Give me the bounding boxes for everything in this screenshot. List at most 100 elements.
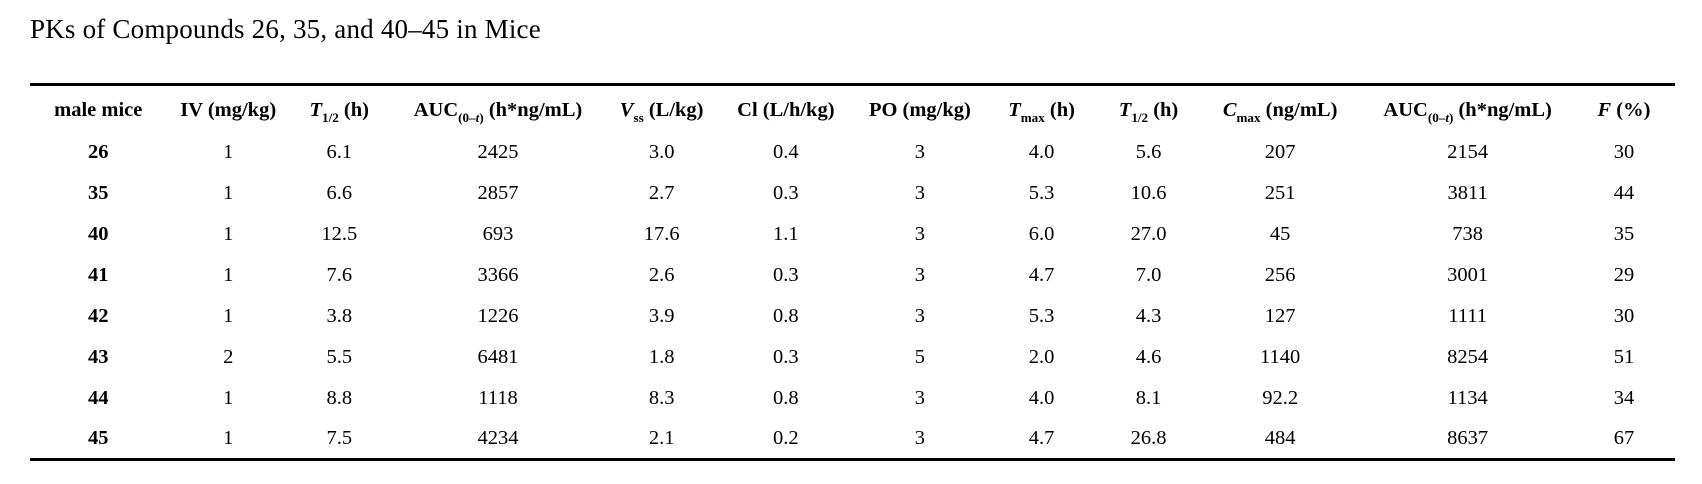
cell-t-half-iv: 7.6 bbox=[326, 263, 353, 286]
cell-vss: 2.7 bbox=[648, 181, 675, 204]
column-header-auc-po: AUC(0–t) (h*ng/mL) bbox=[1383, 98, 1552, 126]
compound-id: 40 bbox=[88, 222, 109, 245]
cell-auc-po: 3001 bbox=[1447, 263, 1489, 286]
cell-po-dose: 5 bbox=[914, 345, 926, 368]
cell-auc-iv: 2425 bbox=[477, 140, 519, 163]
cell-auc-iv: 1226 bbox=[477, 304, 519, 327]
cell-tmax: 5.3 bbox=[1028, 181, 1055, 204]
compound-id: 41 bbox=[88, 263, 109, 286]
cell-cmax: 1140 bbox=[1260, 345, 1301, 368]
cell-f-percent: 44 bbox=[1613, 181, 1635, 204]
compound-id: 26 bbox=[88, 140, 109, 163]
compound-id: 35 bbox=[88, 181, 109, 204]
pk-table: male mice IV (mg/kg) T1/2 (h) AUC(0–t) (h*n… bbox=[30, 83, 1675, 461]
cell-vss: 2.1 bbox=[648, 426, 675, 449]
cell-po-dose: 3 bbox=[914, 304, 926, 327]
cell-po-dose: 3 bbox=[914, 263, 926, 286]
cell-t-half-iv: 6.6 bbox=[326, 181, 353, 204]
table-row-compound-44: 44 1 8.8 1118 8.3 0.8 3 4.0 8.1 92.2 1134 34 bbox=[30, 378, 1675, 419]
table-row-compound-26: 26 1 6.1 2425 3.0 0.4 3 4.0 5.6 207 2154 30 bbox=[30, 132, 1675, 173]
column-header-auc-iv: AUC(0–t) (h*ng/mL) bbox=[413, 98, 583, 126]
table-row-compound-42: 42 1 3.8 1226 3.9 0.8 3 5.3 4.3 127 1111 30 bbox=[30, 296, 1675, 337]
cell-vss: 1.8 bbox=[648, 345, 675, 368]
cell-po-dose: 3 bbox=[914, 222, 926, 245]
cell-cl: 0.8 bbox=[773, 386, 799, 409]
cell-tmax: 4.0 bbox=[1028, 386, 1055, 409]
table-row-compound-43: 43 2 5.5 6481 1.8 0.3 5 2.0 4.6 1140 8254 51 bbox=[30, 337, 1675, 378]
compound-id: 45 bbox=[88, 426, 109, 449]
cell-cl: 0.4 bbox=[773, 140, 799, 163]
cell-cmax: 127 bbox=[1264, 304, 1296, 327]
cell-t-half-po: 4.3 bbox=[1135, 304, 1162, 327]
compound-id: 42 bbox=[88, 304, 109, 327]
column-header-f-percent: F (%) bbox=[1597, 98, 1651, 121]
column-header-t-half-po: T1/2 (h) bbox=[1118, 98, 1179, 126]
table-row-compound-41: 41 1 7.6 3366 2.6 0.3 3 4.7 7.0 256 3001 29 bbox=[30, 255, 1675, 296]
cell-auc-iv: 3366 bbox=[477, 263, 519, 286]
cell-vss: 3.9 bbox=[648, 304, 675, 327]
cell-f-percent: 30 bbox=[1613, 304, 1635, 327]
cell-iv-dose: 2 bbox=[223, 345, 234, 368]
cell-cmax: 92.2 bbox=[1262, 386, 1299, 409]
table-body: 26 1 6.1 2425 3.0 0.4 3 4.0 5.6 207 2154 30 35 1 6.6 28… bbox=[30, 132, 1675, 460]
cell-iv-dose: 1 bbox=[223, 386, 234, 409]
column-header-tmax: Tmax (h) bbox=[1008, 98, 1075, 126]
cell-vss: 2.6 bbox=[648, 263, 675, 286]
cell-t-half-po: 8.1 bbox=[1135, 386, 1162, 409]
cell-auc-iv: 4234 bbox=[477, 426, 519, 449]
cell-po-dose: 3 bbox=[914, 140, 926, 163]
column-header-t-half-iv: T1/2 (h) bbox=[309, 98, 369, 126]
column-header-po-dose: PO (mg/kg) bbox=[868, 98, 971, 121]
cell-tmax: 4.7 bbox=[1028, 426, 1055, 449]
cell-auc-po: 1111 bbox=[1448, 304, 1487, 327]
cell-cl: 1.1 bbox=[773, 222, 799, 245]
column-header-male-mice: male mice bbox=[54, 98, 143, 121]
cell-tmax: 2.0 bbox=[1028, 345, 1055, 368]
cell-auc-po: 8254 bbox=[1447, 345, 1489, 368]
cell-cl: 0.3 bbox=[773, 345, 799, 368]
cell-tmax: 4.7 bbox=[1028, 263, 1055, 286]
cell-f-percent: 30 bbox=[1613, 140, 1635, 163]
cell-vss: 3.0 bbox=[648, 140, 675, 163]
cell-f-percent: 35 bbox=[1613, 222, 1635, 245]
cell-t-half-po: 7.0 bbox=[1135, 263, 1162, 286]
cell-t-half-iv: 8.8 bbox=[326, 386, 353, 409]
cell-t-half-iv: 3.8 bbox=[326, 304, 353, 327]
cell-auc-po: 2154 bbox=[1447, 140, 1489, 163]
table-row-compound-35: 35 1 6.6 2857 2.7 0.3 3 5.3 10.6 251 3811 44 bbox=[30, 173, 1675, 214]
cell-po-dose: 3 bbox=[914, 386, 926, 409]
cell-t-half-po: 27.0 bbox=[1130, 222, 1167, 245]
cell-auc-iv: 693 bbox=[482, 222, 514, 245]
cell-vss: 17.6 bbox=[643, 222, 680, 245]
cell-cl: 0.2 bbox=[773, 426, 799, 449]
cell-cmax: 45 bbox=[1269, 222, 1291, 245]
compound-id: 44 bbox=[88, 386, 109, 409]
cell-cl: 0.8 bbox=[773, 304, 799, 327]
cell-auc-po: 1134 bbox=[1447, 386, 1488, 409]
cell-iv-dose: 1 bbox=[223, 222, 234, 245]
cell-tmax: 5.3 bbox=[1028, 304, 1055, 327]
column-header-cmax: Cmax (ng/mL) bbox=[1222, 98, 1338, 126]
cell-vss: 8.3 bbox=[648, 386, 675, 409]
cell-auc-po: 8637 bbox=[1447, 426, 1489, 449]
cell-t-half-iv: 5.5 bbox=[326, 345, 353, 368]
cell-iv-dose: 1 bbox=[223, 304, 234, 327]
cell-auc-iv: 1118 bbox=[478, 386, 518, 409]
cell-f-percent: 34 bbox=[1613, 386, 1635, 409]
cell-auc-iv: 6481 bbox=[477, 345, 519, 368]
cell-cmax: 484 bbox=[1264, 426, 1296, 449]
cell-cmax: 251 bbox=[1264, 181, 1296, 204]
cell-t-half-iv: 6.1 bbox=[326, 140, 353, 163]
cell-auc-po: 3811 bbox=[1447, 181, 1488, 204]
cell-cmax: 207 bbox=[1264, 140, 1296, 163]
cell-t-half-iv: 12.5 bbox=[321, 222, 358, 245]
table-row-compound-40: 40 1 12.5 693 17.6 1.1 3 6.0 27.0 45 738 35 bbox=[30, 214, 1675, 255]
cell-t-half-po: 5.6 bbox=[1135, 140, 1162, 163]
cell-tmax: 4.0 bbox=[1028, 140, 1055, 163]
cell-t-half-po: 10.6 bbox=[1130, 181, 1167, 204]
column-header-cl: Cl (L/h/kg) bbox=[737, 98, 835, 121]
cell-t-half-po: 4.6 bbox=[1135, 345, 1162, 368]
cell-t-half-po: 26.8 bbox=[1130, 426, 1167, 449]
cell-t-half-iv: 7.5 bbox=[326, 426, 353, 449]
